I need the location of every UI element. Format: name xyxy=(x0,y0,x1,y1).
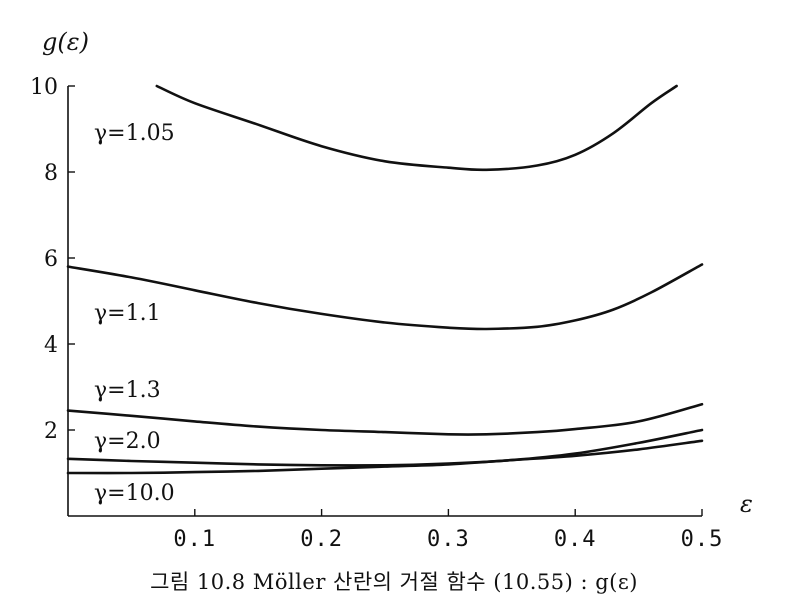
figure-caption: 그림 10.8 Möller 산란의 거절 함수 (10.55) : g(ε) xyxy=(150,570,638,594)
tick-labels: 0.1 0.2 0.3 0.4 0.5 2 4 6 8 10 xyxy=(30,75,724,552)
x-tick-label: 0.4 xyxy=(554,527,597,552)
series-line xyxy=(155,84,678,172)
y-tick-label: 2 xyxy=(44,419,58,444)
tick-marks xyxy=(68,85,703,516)
x-tick-label: 0.3 xyxy=(427,527,470,552)
x-tick-label: 0.2 xyxy=(300,527,343,552)
x-axis-label: ε xyxy=(740,490,753,518)
y-axis-label: g(ε) xyxy=(42,28,89,56)
series-labels: γ=1.05 γ=1.1 γ=1.3 γ=2.0 γ=10.0 xyxy=(94,121,175,506)
series-label: γ=1.1 xyxy=(94,301,161,326)
series-label: γ=2.0 xyxy=(94,429,161,454)
series-label: γ=1.3 xyxy=(94,378,161,403)
axes xyxy=(67,86,702,517)
y-tick-label: 4 xyxy=(44,333,58,358)
series-label: γ=10.0 xyxy=(94,481,175,506)
series-curves xyxy=(66,84,704,475)
y-tick-label: 10 xyxy=(30,75,58,100)
series-line xyxy=(66,402,704,436)
y-tick-label: 6 xyxy=(44,247,58,272)
series-line xyxy=(66,439,704,475)
series-line xyxy=(66,428,704,467)
y-tick-label: 8 xyxy=(44,161,58,186)
series-line xyxy=(66,263,704,331)
x-tick-label: 0.5 xyxy=(681,527,724,552)
series-label: γ=1.05 xyxy=(94,121,175,146)
x-tick-label: 0.1 xyxy=(173,527,216,552)
